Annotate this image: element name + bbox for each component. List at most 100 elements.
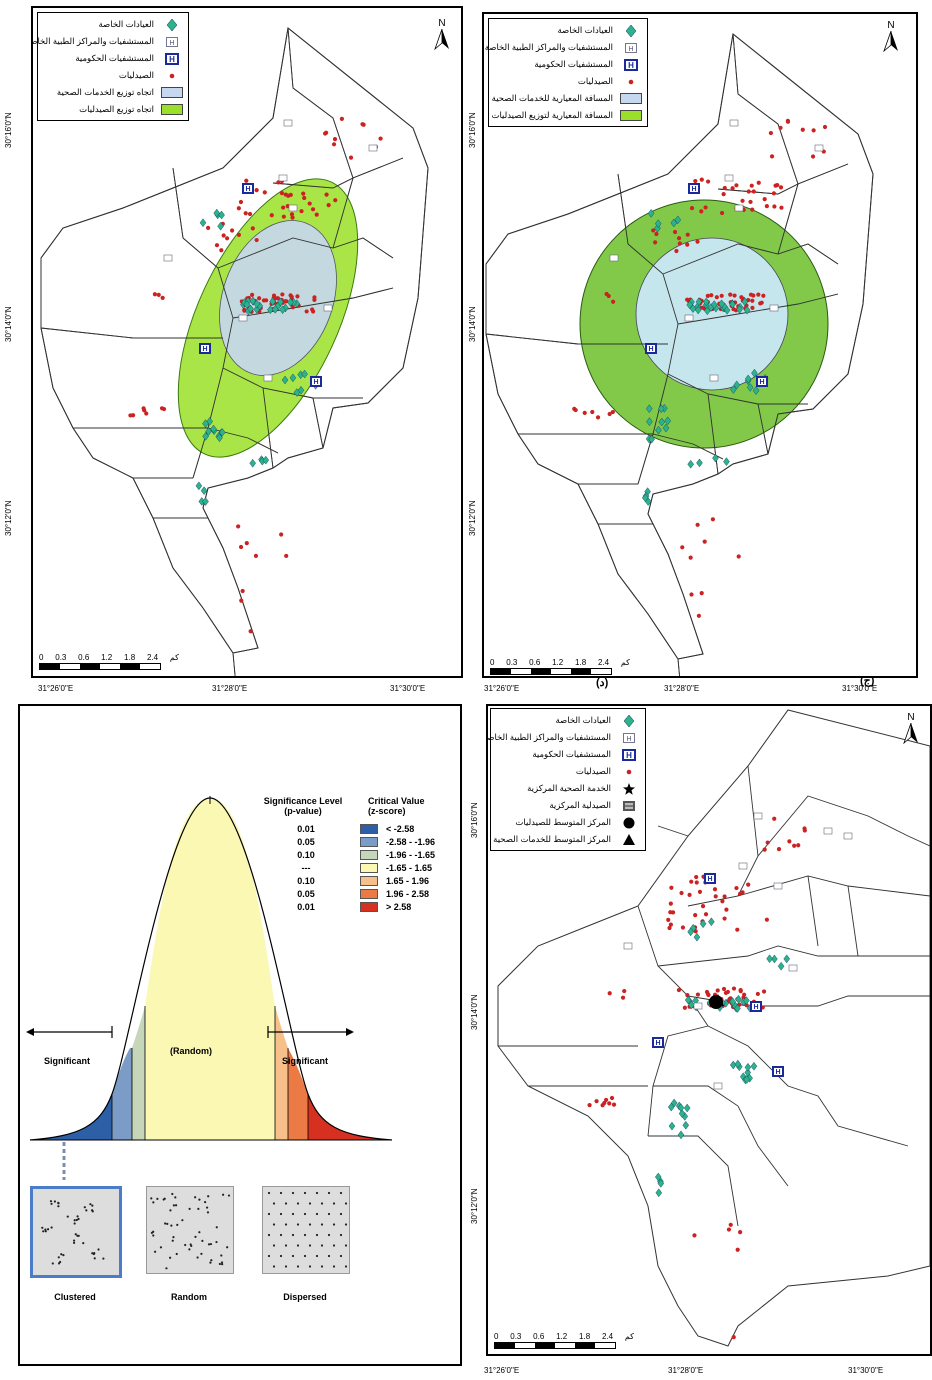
private-hospital-icon: H: [160, 36, 184, 47]
pattern-point: [72, 1239, 76, 1242]
pharmacy-dot: [249, 292, 255, 298]
color-swatch: [360, 888, 378, 899]
pharmacy-dot: [703, 912, 709, 917]
pharmacy-dot: [314, 212, 319, 217]
lon-tick-b-1: 31°26'0"E: [484, 684, 520, 693]
clinic-marker: [277, 297, 284, 307]
clinic-marker: [712, 453, 719, 463]
north-arrow: N: [431, 18, 453, 54]
pattern-point: [172, 1236, 175, 1239]
clinic-marker: [217, 221, 224, 231]
pharmacy-dot: [348, 155, 354, 160]
pharmacy-dot: [724, 907, 729, 912]
pattern-point: [77, 1234, 80, 1237]
pattern-point: [169, 1209, 172, 1212]
pattern-point: [215, 1240, 218, 1244]
private-hospital-marker: [263, 374, 273, 382]
clinic-marker: [743, 1075, 750, 1084]
pattern-point: [72, 1241, 76, 1244]
pharmacy-dot: [130, 413, 136, 418]
green-swatch-icon: [619, 110, 643, 121]
pharmacy-dot: [229, 228, 235, 233]
pattern-point: [320, 1265, 324, 1268]
pharmacy-dot: [746, 189, 751, 194]
pharmacy-dot: [710, 517, 715, 522]
clinic-marker: [734, 1004, 741, 1013]
pattern-point: [159, 1246, 163, 1249]
pattern-point: [296, 1223, 300, 1226]
legend-label: العيادات الخاصة: [98, 19, 154, 29]
pharmacy-dot: [651, 228, 656, 233]
scale-bar: 0 0.3 0.6 1.2 1.8 2.4 كم: [39, 653, 179, 670]
clinic-marker: [688, 1000, 695, 1010]
legend-label: المستشفيات الحكومية: [534, 59, 613, 69]
svg-text:H: H: [169, 55, 175, 64]
pharmacy-dot: [676, 987, 682, 993]
color-swatch: [360, 849, 378, 860]
pharmacy-dot: [677, 241, 682, 246]
pharmacy-dot: [276, 180, 281, 185]
pharmacy-dot: [732, 293, 737, 298]
scale-number: 2.4: [146, 653, 159, 662]
legend-label: اتجاه توزيع الخدمات الصحية: [56, 87, 154, 97]
pharmacy-dot: [725, 989, 730, 995]
pattern-point: [332, 1244, 336, 1247]
pattern-point: [279, 1233, 283, 1237]
pharmacy-dot: [254, 188, 259, 193]
pattern-point: [181, 1219, 184, 1222]
clinic-marker: [262, 455, 270, 465]
pattern-label-clustered: Clustered: [54, 1292, 96, 1302]
clinic-marker: [301, 369, 308, 379]
pharmacy-dot: [672, 229, 678, 235]
significance-row: 0.01 < -2.58: [248, 822, 435, 835]
pattern-point: [42, 1230, 45, 1233]
pharmacy-dot: [280, 292, 285, 297]
legend-label: المسافة المعيارية لتوزيع الصيدليات: [491, 110, 613, 120]
scale-number: 1.8: [579, 1332, 591, 1341]
star-icon: [617, 782, 641, 795]
pattern-point: [85, 1209, 88, 1212]
private-hospital-marker: [814, 144, 824, 152]
clinic-marker: [751, 368, 758, 378]
pharmacy-dot: [728, 292, 733, 297]
pharmacy-dot: [331, 142, 337, 147]
pattern-point: [93, 1257, 96, 1260]
pharmacy-dot: [261, 298, 266, 303]
pharmacy-dot: [719, 210, 725, 216]
pattern-point: [102, 1257, 105, 1260]
pattern-point: [200, 1252, 203, 1255]
pharmacy-dot: [607, 411, 612, 417]
pharmacy-dot: [680, 925, 686, 930]
mean-center-services: [710, 994, 724, 1006]
clinic-marker: [205, 427, 212, 436]
pattern-point: [339, 1212, 343, 1216]
pattern-point: [215, 1226, 218, 1229]
government-hospital-marker: H: [688, 183, 700, 194]
pharmacy-dot: [611, 299, 616, 304]
clinic-marker: [746, 383, 754, 392]
pharmacy-dot: [281, 205, 286, 210]
blue-swatch-icon: [160, 87, 184, 98]
scale-unit: كم: [624, 1332, 634, 1341]
pharmacy-dot: [248, 629, 253, 634]
pattern-point: [272, 1202, 276, 1205]
government-hospital-marker: H: [310, 376, 322, 387]
pharmacy-dot: [728, 1222, 733, 1227]
pattern-point: [198, 1231, 201, 1234]
legend-item: اتجاه توزيع الصيدليات: [42, 101, 184, 118]
pharmacy-dot: [764, 917, 769, 922]
pattern-point: [279, 1254, 283, 1258]
pharmacy-dot: [699, 209, 704, 214]
pattern-point: [89, 1203, 92, 1206]
pattern-point: [207, 1195, 210, 1198]
color-swatch: [360, 901, 378, 912]
pattern-point: [57, 1202, 60, 1205]
clinic-marker: [647, 209, 655, 218]
zscore-cell: -1.65 - 1.65: [386, 862, 433, 873]
scale-number: 1.2: [101, 653, 113, 662]
pattern-point: [308, 1202, 312, 1205]
scale-unit: كم: [169, 653, 179, 662]
pharmacy-dot: [756, 180, 761, 185]
clinic-marker: [710, 300, 718, 309]
government-hospital-marker: H: [772, 1066, 784, 1077]
